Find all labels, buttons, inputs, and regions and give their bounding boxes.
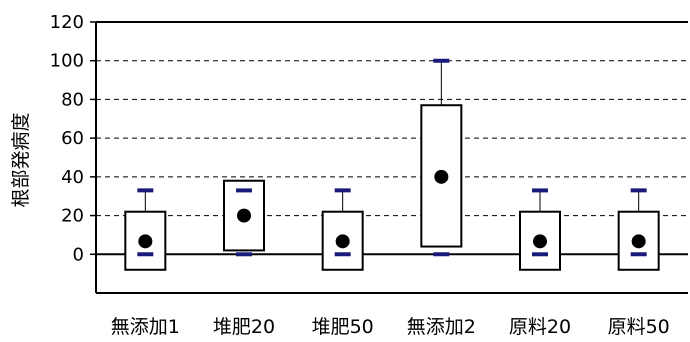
y-tick-label: 80 (61, 89, 84, 110)
y-tick-label: 120 (50, 12, 84, 33)
mean-marker (434, 169, 449, 184)
y-tick-label: 60 (61, 128, 84, 149)
x-tick-label: 堆肥20 (213, 316, 275, 338)
grid-lines (96, 60, 688, 217)
y-tick-label: 100 (50, 51, 84, 72)
y-tick-label: 0 (73, 244, 84, 265)
mean-marker (138, 234, 153, 249)
y-tick-label: 40 (61, 167, 84, 188)
x-tick-label: 無添加1 (111, 316, 180, 338)
y-axis-label: 根部発病度 (10, 112, 32, 207)
mean-marker (237, 208, 251, 223)
x-tick-labels: 無添加1 堆肥20 堆肥50 無添加2 原料20 原料50 (111, 316, 670, 338)
axes (90, 21, 688, 294)
y-tick-label: 20 (61, 206, 84, 227)
x-tick-label: 堆肥50 (312, 316, 374, 338)
y-tick-labels: 0 20 40 60 80 100 120 (50, 12, 84, 265)
mean-marker (533, 234, 547, 249)
x-tick-label: 原料20 (509, 316, 571, 338)
mean-marker (335, 234, 350, 249)
x-tick-label: 無添加2 (407, 316, 476, 338)
mean-marker (631, 234, 646, 249)
x-tick-label: 原料50 (608, 316, 670, 338)
boxes (124, 58, 660, 271)
